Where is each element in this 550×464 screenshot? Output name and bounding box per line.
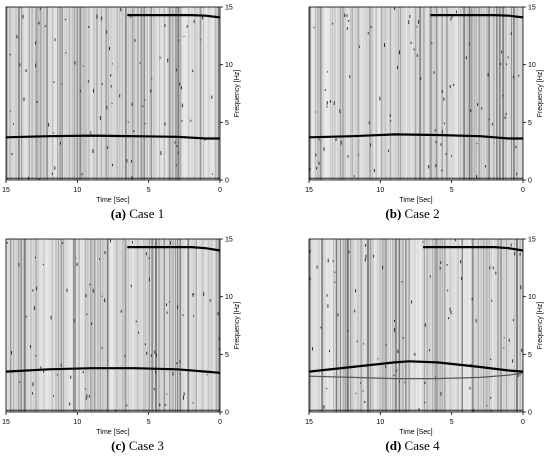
x-tick-label: 15 <box>2 419 10 426</box>
y-tick-label: 5 <box>528 120 532 127</box>
series-line-1 <box>6 367 220 374</box>
x-tick-label: 10 <box>376 419 384 426</box>
caption-c: (c) Case 3 <box>111 438 164 453</box>
y-tick-label: 15 <box>225 237 233 244</box>
x-tick-label: 0 <box>521 419 525 426</box>
y-tick-label: 5 <box>225 352 229 359</box>
x-tick-label: 10 <box>73 187 81 194</box>
y-axis-label: Frequency [Hz] <box>537 70 544 118</box>
y-tick-label: 5 <box>528 352 532 359</box>
series-line-3 <box>423 246 523 252</box>
chart-panel-c: 15 10 5 00 5 10 15 Time [Sec] Frequency [Hz] <box>2 237 241 437</box>
x-axis-label: Time [Sec] <box>399 429 432 436</box>
spectrogram-stripes <box>309 239 523 412</box>
x-axis-label: Time [Sec] <box>399 197 432 204</box>
spectrogram-stripes <box>309 7 523 180</box>
series-line-2 <box>309 372 523 380</box>
axes-frame <box>308 238 524 413</box>
x-tick-label: 15 <box>2 187 10 194</box>
series-line-2 <box>430 14 523 19</box>
y-tick-label: 5 <box>225 120 229 127</box>
spectrogram-stripes <box>6 239 220 412</box>
axes-frame <box>5 238 221 413</box>
x-tick-label: 0 <box>218 419 222 426</box>
series-line-1 <box>309 360 523 373</box>
y-axis-label: Frequency [Hz] <box>537 302 544 350</box>
x-tick-label: 15 <box>305 419 313 426</box>
x-tick-label: 5 <box>450 187 454 194</box>
x-tick-label: 5 <box>147 419 151 426</box>
x-tick-label: 0 <box>521 187 525 194</box>
chart-panel-b: 15 10 5 00 5 10 15 Time [Sec] Frequency [Hz] <box>305 5 544 205</box>
y-tick-label: 10 <box>225 294 233 301</box>
y-tick-label: 0 <box>528 410 532 417</box>
x-tick-label: 15 <box>305 187 313 194</box>
y-axis-label: Frequency [Hz] <box>234 70 241 118</box>
axes-frame <box>308 6 524 181</box>
y-tick-label: 10 <box>528 294 536 301</box>
axes-frame <box>5 6 221 181</box>
chart-panel-a: 15 10 5 00 5 10 15 Time [Sec] Frequency [Hz] <box>2 5 241 205</box>
caption-a: (a) Case 1 <box>110 206 165 221</box>
y-tick-label: 0 <box>528 178 532 185</box>
y-tick-label: 15 <box>528 5 536 12</box>
x-axis-label: Time [Sec] <box>96 197 129 204</box>
x-tick-label: 10 <box>73 419 81 426</box>
x-tick-label: 10 <box>376 187 384 194</box>
y-tick-label: 15 <box>528 237 536 244</box>
chart-panel-d: 15 10 5 00 5 10 15 Time [Sec] Frequency [Hz] <box>305 237 544 437</box>
x-tick-label: 5 <box>450 419 454 426</box>
spectrogram-stripes <box>6 7 220 180</box>
series-line-2 <box>127 14 220 19</box>
caption-b: (b) Case 2 <box>385 206 440 221</box>
y-tick-label: 0 <box>225 178 229 185</box>
x-tick-label: 5 <box>147 187 151 194</box>
x-tick-label: 0 <box>218 187 222 194</box>
y-tick-label: 10 <box>225 62 233 69</box>
y-axis-label: Frequency [Hz] <box>234 302 241 350</box>
series-line-1 <box>6 134 220 140</box>
y-tick-label: 10 <box>528 62 536 69</box>
series-line-1 <box>309 133 523 140</box>
y-tick-label: 0 <box>225 410 229 417</box>
caption-d: (d) Case 4 <box>385 438 440 453</box>
x-axis-label: Time [Sec] <box>96 429 129 436</box>
y-tick-label: 15 <box>225 5 233 12</box>
series-line-2 <box>127 246 220 252</box>
